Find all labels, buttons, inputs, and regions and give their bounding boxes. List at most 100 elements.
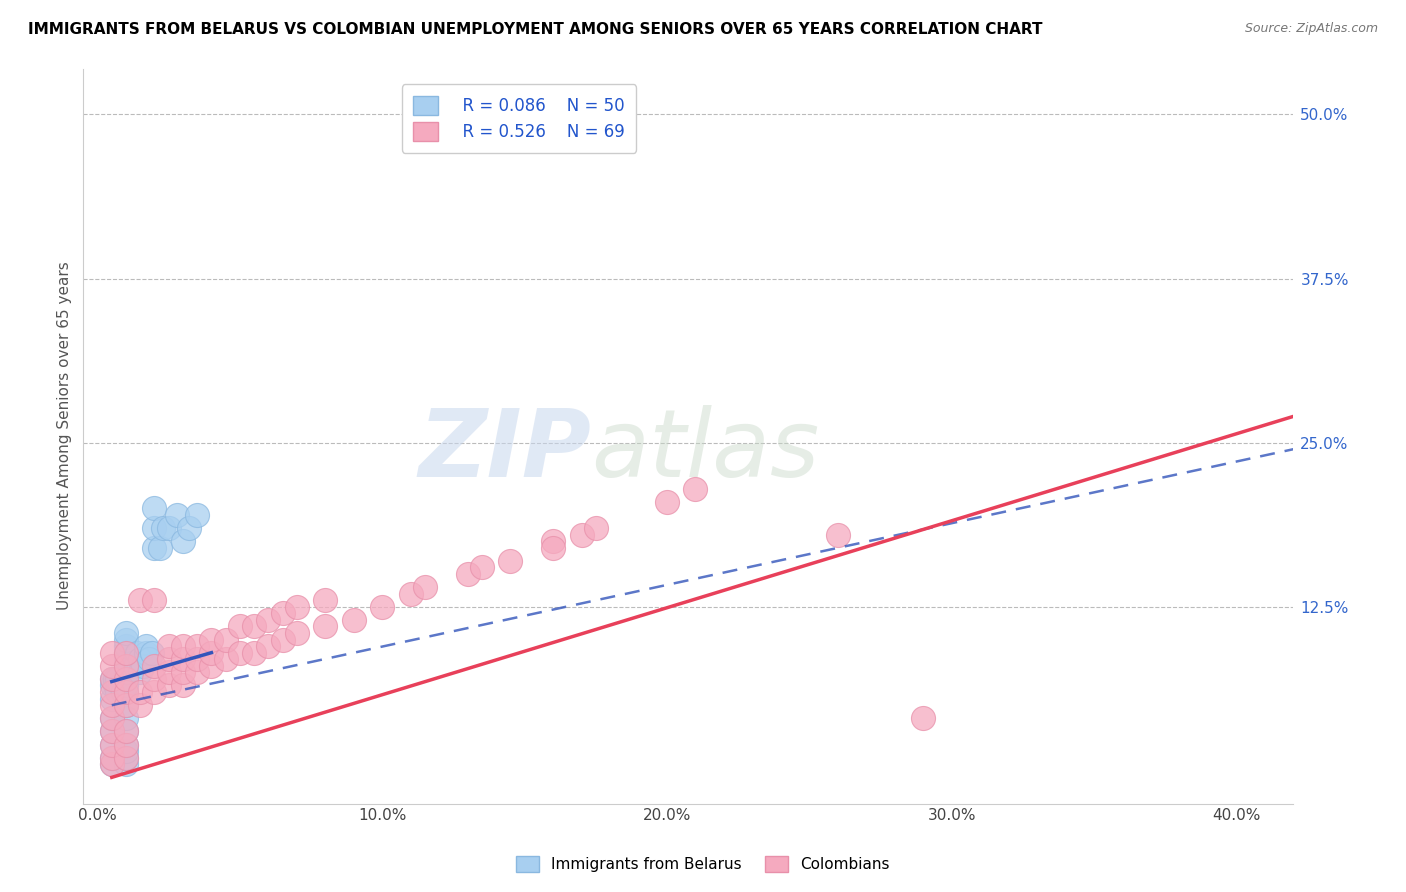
Point (371, 599, 394, 614)
Point (107, 672, 129, 686)
Point (257, 639, 280, 653)
Point (115, 678, 138, 692)
Point (135, 646, 157, 660)
Point (100, 672, 122, 686)
Point (100, 738, 122, 752)
Point (149, 541, 172, 555)
Point (143, 521, 166, 535)
Point (115, 672, 138, 686)
Point (214, 632, 236, 647)
Point (115, 646, 138, 660)
Point (100, 750, 122, 764)
Point (157, 678, 180, 692)
Text: ZIP: ZIP (419, 405, 592, 497)
Point (104, 678, 127, 692)
Point (115, 652, 138, 666)
Point (115, 646, 138, 660)
Point (172, 678, 194, 692)
Point (138, 652, 160, 666)
Point (100, 711, 122, 725)
Point (143, 541, 166, 555)
Point (143, 672, 166, 686)
Point (100, 711, 122, 725)
Point (314, 619, 336, 633)
Point (100, 738, 122, 752)
Point (166, 508, 188, 522)
Point (1339, 186, 1361, 201)
Point (110, 678, 132, 692)
Point (541, 534, 564, 549)
Point (104, 672, 127, 686)
Point (100, 672, 122, 686)
Point (132, 658, 155, 673)
Point (115, 626, 138, 640)
Point (200, 658, 222, 673)
Point (271, 632, 294, 647)
Point (314, 593, 336, 607)
Point (200, 646, 222, 660)
Point (186, 639, 208, 653)
Point (107, 685, 129, 699)
Point (115, 685, 138, 699)
Point (399, 586, 422, 600)
Point (100, 678, 122, 692)
Point (541, 541, 564, 555)
Y-axis label: Unemployment Among Seniors over 65 years: Unemployment Among Seniors over 65 years (58, 261, 72, 610)
Point (186, 508, 208, 522)
Point (129, 698, 152, 713)
Point (243, 646, 266, 660)
Point (343, 613, 366, 627)
Point (141, 646, 163, 660)
Point (257, 613, 280, 627)
Point (200, 632, 222, 647)
Point (214, 652, 236, 666)
Point (127, 646, 149, 660)
Point (115, 658, 138, 673)
Point (100, 750, 122, 764)
Text: IMMIGRANTS FROM BELARUS VS COLOMBIAN UNEMPLOYMENT AMONG SENIORS OVER 65 YEARS CO: IMMIGRANTS FROM BELARUS VS COLOMBIAN UNE… (28, 22, 1043, 37)
Point (115, 632, 138, 647)
Point (827, 527, 849, 541)
Point (243, 619, 266, 633)
Point (157, 665, 180, 680)
Point (115, 750, 138, 764)
Point (457, 566, 479, 581)
Text: Source: ZipAtlas.com: Source: ZipAtlas.com (1244, 22, 1378, 36)
Point (172, 665, 194, 680)
Point (115, 639, 138, 653)
Point (115, 750, 138, 764)
Point (115, 698, 138, 713)
Point (186, 665, 208, 680)
Point (229, 646, 252, 660)
Point (100, 724, 122, 739)
Point (177, 521, 200, 535)
Point (157, 639, 180, 653)
Legend:   R = 0.086    N = 50,   R = 0.526    N = 69: R = 0.086 N = 50, R = 0.526 N = 69 (402, 84, 636, 153)
Point (115, 711, 138, 725)
Point (129, 665, 152, 680)
Point (413, 580, 436, 594)
Point (157, 652, 180, 666)
Point (115, 685, 138, 699)
Point (172, 639, 194, 653)
Legend: Immigrants from Belarus, Colombians: Immigrants from Belarus, Colombians (509, 848, 897, 880)
Text: atlas: atlas (592, 405, 820, 496)
Point (100, 698, 122, 713)
Point (100, 646, 122, 660)
Point (100, 757, 122, 772)
Point (124, 658, 146, 673)
Point (143, 501, 166, 516)
Point (685, 482, 707, 496)
Point (285, 599, 308, 614)
Point (129, 593, 152, 607)
Point (129, 685, 152, 699)
Point (115, 744, 138, 758)
Point (143, 658, 166, 673)
Point (129, 652, 152, 666)
Point (115, 724, 138, 739)
Point (115, 757, 138, 772)
Point (115, 672, 138, 686)
Point (115, 738, 138, 752)
Point (152, 521, 174, 535)
Point (655, 494, 678, 508)
